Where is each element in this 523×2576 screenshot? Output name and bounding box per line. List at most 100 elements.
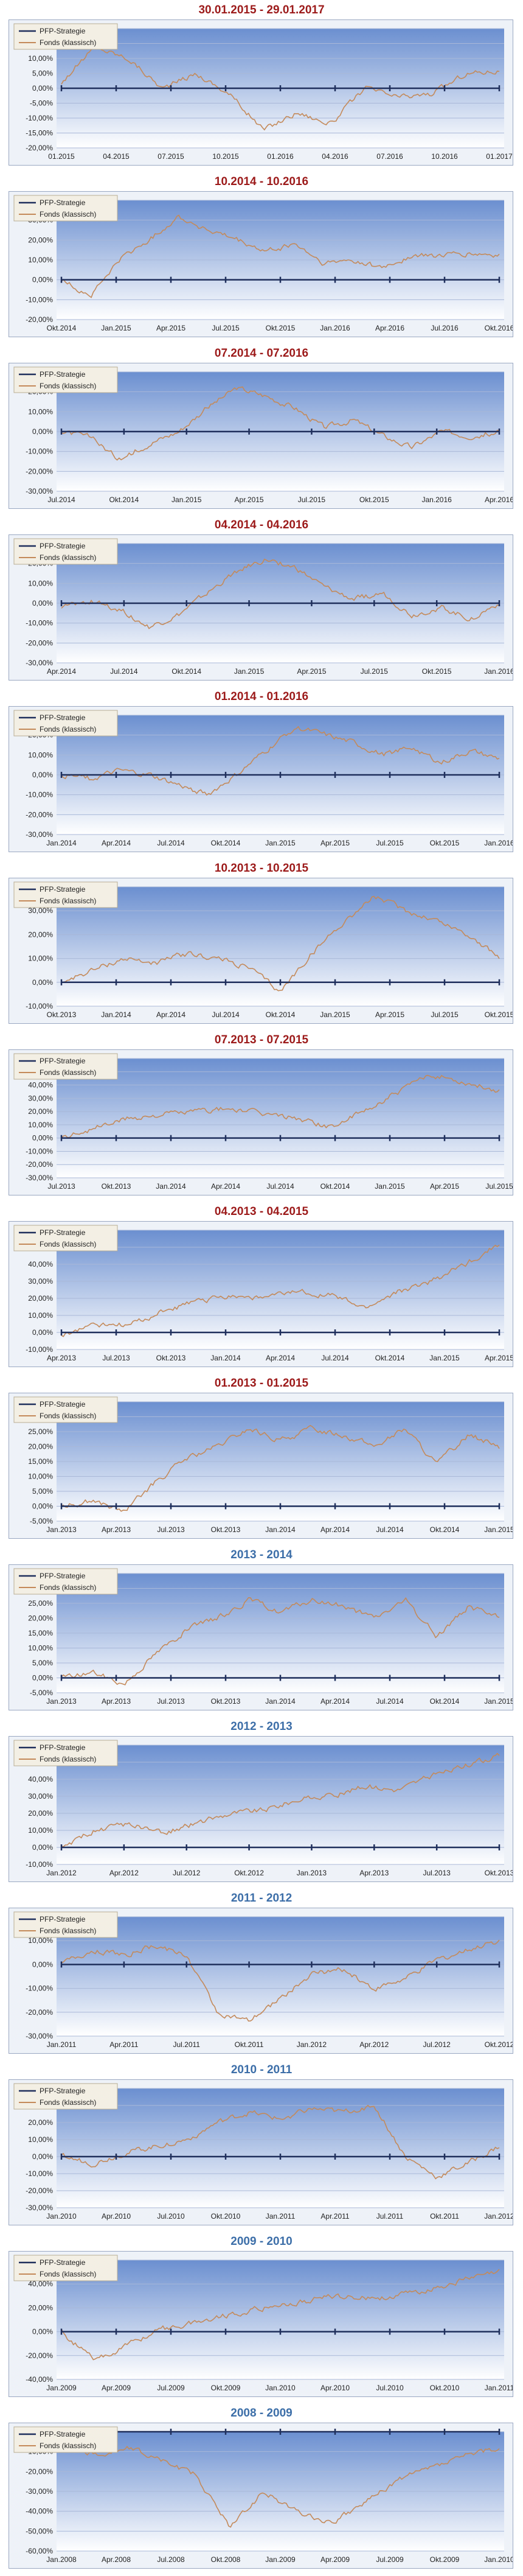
legend-box (13, 1911, 118, 1938)
y-tick-label: 0,00% (32, 1843, 53, 1852)
legend-label-fund: Fonds (klassisch) (40, 1927, 96, 1935)
y-tick-label: 30,00% (28, 906, 53, 915)
chart-panel: 2012 - 201360,00%50,00%40,00%30,00%20,00… (0, 1717, 523, 1888)
y-tick-label: 0,00% (32, 427, 53, 436)
y-tick-label: 10,00% (28, 1644, 53, 1653)
chart-title: 07.2013 - 07.2015 (214, 1034, 309, 1046)
legend-box (13, 710, 118, 737)
series-line-fonds (61, 1244, 500, 1337)
y-tick-label: -5,00% (30, 99, 53, 108)
y-tick-label: 0,00% (32, 1960, 53, 1969)
legend: PFP-Strategie Fonds (klassisch) (13, 1740, 118, 1766)
legend-label-fund: Fonds (klassisch) (40, 210, 96, 219)
y-tick-label: 20,00% (28, 930, 53, 939)
legend-label-strategy: PFP-Strategie (40, 1057, 86, 1065)
chart-title: 01.2013 - 01.2015 (214, 1377, 309, 1390)
y-tick-label: 5,00% (32, 69, 53, 78)
legend: PFP-Strategie Fonds (klassisch) (13, 23, 118, 50)
y-tick-label: 10,00% (28, 954, 53, 963)
x-tick-label: Apr.2011 (109, 2040, 138, 2049)
x-tick-label: Apr.2012 (109, 1869, 139, 1877)
y-tick-label: -30,00% (26, 2203, 53, 2212)
chart-title: 10.2014 - 10.2016 (214, 175, 309, 188)
y-tick-label: 20,00% (28, 1107, 53, 1116)
legend: PFP-Strategie Fonds (klassisch) (13, 366, 118, 393)
y-tick-label: 10,00% (28, 1472, 53, 1481)
x-tick-label: Jul.2015 (431, 1010, 459, 1019)
y-tick-label: 20,00% (28, 236, 53, 244)
x-tick-label: Apr.2015 (297, 667, 326, 676)
chart-frame: 60,00%50,00%40,00%30,00%20,00%10,00%0,00… (9, 1049, 513, 1195)
chart-title: 2011 - 2012 (230, 1892, 293, 1905)
legend-label-strategy: PFP-Strategie (40, 27, 86, 35)
x-tick-label: Okt.2014 (320, 1182, 350, 1191)
chart-title: 04.2014 - 04.2016 (214, 519, 309, 531)
legend-label-strategy: PFP-Strategie (40, 713, 86, 722)
x-tick-label: Jan.2015 (234, 667, 265, 676)
legend: PFP-Strategie Fonds (klassisch) (13, 1396, 118, 1423)
legend-label-fund: Fonds (klassisch) (40, 1068, 96, 1077)
legend-label-strategy: PFP-Strategie (40, 1400, 86, 1409)
y-tick-label: 10,00% (28, 2135, 53, 2144)
chart-panel: 01.2014 - 01.201630,00%20,00%10,00%0,00%… (0, 687, 523, 858)
y-tick-label: 10,00% (28, 1311, 53, 1320)
y-tick-label: -10,00% (26, 791, 53, 799)
line-chart: 35,00%30,00%25,00%20,00%15,00%10,00%5,00… (13, 1568, 514, 1706)
legend-box (13, 23, 118, 50)
x-tick-label: Jan.2010 (265, 2384, 296, 2392)
chart-title: 30.01.2015 - 29.01.2017 (198, 4, 325, 16)
chart-title: 07.2014 - 07.2016 (214, 347, 309, 360)
y-tick-label: 20,00% (28, 1443, 53, 1451)
y-tick-label: 0,00% (32, 1134, 53, 1143)
y-tick-label: -10,00% (26, 1147, 53, 1155)
line-chart: 20,00%15,00%10,00%5,00%0,00%-5,00%-10,00… (13, 23, 513, 161)
x-tick-label: Apr.2015 (430, 1182, 459, 1191)
y-tick-label: 15,00% (28, 1457, 53, 1466)
chart-frame: 40,00%30,00%20,00%10,00%0,00%-10,00%Okt.… (9, 878, 514, 1024)
plot-area (57, 1745, 504, 1864)
x-tick-label: Jan.2015 (101, 324, 131, 332)
line-chart: 20,00%10,00%0,00%-10,00%-20,00%-30,00%Ja… (13, 1911, 514, 2049)
series-line-fonds (61, 726, 500, 796)
x-tick-label: Jul.2014 (376, 1525, 404, 1534)
x-tick-label: Apr.2014 (320, 1697, 350, 1706)
legend-label-strategy: PFP-Strategie (40, 1228, 86, 1237)
x-tick-label: Okt.2010 (430, 2384, 460, 2392)
legend-label-fund: Fonds (klassisch) (40, 1412, 96, 1420)
x-tick-label: Jul.2010 (376, 2384, 404, 2392)
y-tick-label: 10,00% (28, 407, 53, 416)
legend-label-strategy: PFP-Strategie (40, 1572, 86, 1580)
x-tick-label: Okt.2009 (211, 2384, 241, 2392)
chart-title: 2009 - 2010 (230, 2235, 293, 2248)
x-tick-label: Okt.2013 (156, 1354, 186, 1362)
y-tick-label: 10,00% (28, 1121, 53, 1129)
y-tick-label: -20,00% (26, 810, 53, 819)
y-tick-label: 25,00% (28, 1599, 53, 1608)
x-tick-label: Okt.2012 (234, 1869, 264, 1877)
x-tick-label: Jan.2014 (101, 1010, 131, 1019)
x-tick-label: Jul.2008 (157, 2555, 185, 2564)
x-tick-label: Apr.2014 (102, 839, 131, 847)
y-tick-label: 40,00% (28, 2280, 53, 2288)
line-chart: 35,00%30,00%25,00%20,00%15,00%10,00%5,00… (13, 1396, 514, 1534)
y-tick-label: -30,00% (26, 1174, 53, 1182)
series-line-fonds (61, 1597, 500, 1685)
chart-panel: 2010 - 201140,00%30,00%20,00%10,00%0,00%… (0, 2060, 523, 2231)
legend-box (13, 366, 118, 393)
line-chart: 30,00%20,00%10,00%0,00%-10,00%-20,00%-30… (13, 366, 514, 504)
y-tick-label: 40,00% (28, 1081, 53, 1090)
y-tick-label: -10,00% (26, 1860, 53, 1869)
x-tick-label: Okt.2010 (211, 2212, 241, 2221)
chart-frame: 60,00%50,00%40,00%30,00%20,00%10,00%0,00… (9, 1221, 514, 1367)
chart-frame: 35,00%30,00%25,00%20,00%15,00%10,00%5,00… (9, 1564, 514, 1710)
legend: PFP-Strategie Fonds (klassisch) (13, 2083, 118, 2110)
x-tick-label: Jan.2013 (297, 1869, 327, 1877)
y-tick-label: 0,00% (32, 2152, 53, 2161)
y-tick-label: -20,00% (26, 2186, 53, 2195)
line-chart: 0,00%-10,00%-20,00%-30,00%-40,00%-50,00%… (13, 2426, 514, 2564)
x-tick-label: Apr.2013 (102, 1525, 131, 1534)
x-tick-label: Apr.2014 (211, 1182, 240, 1191)
x-tick-label: Jan.2010 (484, 2555, 513, 2564)
x-tick-label: Jul.2015 (485, 1182, 513, 1191)
chart-panel: 07.2014 - 07.201630,00%20,00%10,00%0,00%… (0, 343, 523, 515)
